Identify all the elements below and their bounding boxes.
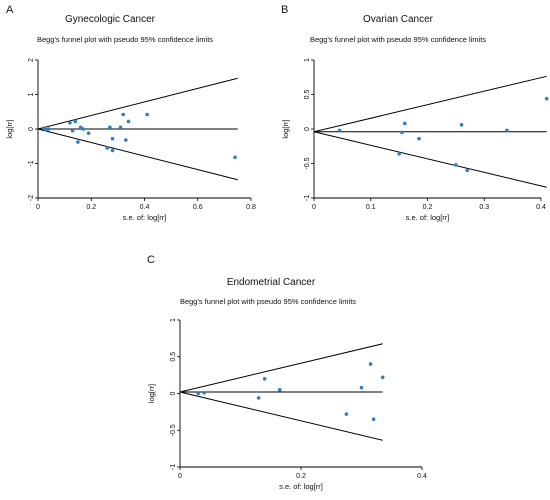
study-point [110, 148, 115, 153]
study-point [68, 120, 72, 125]
study-point [76, 140, 80, 144]
x-tick-label: 0.1 [366, 204, 376, 211]
study-point [417, 136, 421, 141]
x-tick-label: 0 [178, 473, 182, 480]
panel-letter: A [6, 4, 14, 16]
x-tick-label: 0.4 [536, 204, 546, 211]
upper-confidence-limit [179, 343, 383, 393]
study-point [46, 127, 51, 131]
upper-confidence-limit [313, 75, 547, 133]
panel-letter: B [281, 4, 288, 16]
study-point [359, 385, 364, 390]
study-point [124, 138, 128, 142]
lower-confidence-limit [37, 128, 238, 181]
y-tick-label: -1 [304, 195, 311, 201]
study-point [459, 123, 464, 127]
study-point [505, 128, 509, 133]
x-tick-label: 0.6 [193, 204, 203, 211]
study-point [454, 163, 458, 167]
study-point [262, 377, 267, 381]
panel-c: C Endometrial Cancer Begg's funnel plot wi… [147, 254, 427, 491]
study-point [380, 375, 385, 380]
panel-b: B Ovarian Cancer Begg's funnel plot with p… [281, 4, 549, 222]
panel-a: A Gynecologic Cancer Begg's funnel plot wi… [5, 4, 256, 222]
x-tick-label: 0.4 [417, 473, 427, 480]
study-point [202, 390, 206, 395]
y-axis-label: log[rr] [281, 119, 290, 138]
y-tick-label: -1 [28, 160, 35, 166]
study-point [108, 125, 112, 130]
study-point [400, 130, 404, 135]
y-tick-label: 1 [28, 92, 35, 96]
y-tick-label: 1 [170, 318, 177, 322]
x-axis-label: s.e. of: log[rr] [279, 482, 323, 491]
chart-subtitle: Begg's funnel plot with pseudo 95% confi… [310, 35, 486, 44]
y-axis-label: log[rr] [5, 119, 14, 138]
study-point [344, 412, 349, 416]
study-point [78, 125, 83, 130]
study-point [368, 362, 373, 366]
y-tick-label: -0.5 [304, 157, 311, 169]
y-tick-label: 0 [304, 127, 311, 131]
study-point [41, 126, 46, 131]
chart-title: Ovarian Cancer [363, 14, 434, 25]
study-point [544, 96, 549, 101]
study-point [278, 388, 282, 392]
study-point [337, 128, 342, 133]
x-axis-label: s.e. of: log[rr] [123, 213, 167, 222]
x-tick-label: 0.4 [140, 204, 150, 211]
x-axis-label: s.e. of: log[rr] [406, 213, 450, 222]
study-point [397, 152, 401, 156]
chart-title: Endometrial Cancer [227, 277, 316, 288]
lower-confidence-limit [179, 391, 383, 441]
study-point [110, 136, 115, 141]
study-point [118, 125, 123, 130]
study-point [465, 168, 470, 173]
y-tick-label: 0 [170, 391, 177, 395]
y-tick-label: 0.5 [304, 90, 311, 100]
study-point [145, 112, 149, 117]
y-tick-label: 0 [28, 127, 35, 131]
study-point [371, 417, 376, 422]
y-tick-label: 1 [304, 58, 311, 62]
study-point [121, 112, 125, 117]
study-point [233, 155, 237, 160]
study-point [403, 121, 407, 126]
study-point [81, 127, 86, 131]
y-tick-label: -2 [28, 195, 35, 201]
x-tick-label: 0 [36, 204, 40, 211]
upper-confidence-limit [37, 77, 238, 130]
x-tick-label: 0.3 [479, 204, 489, 211]
x-tick-label: 0.2 [86, 204, 96, 211]
study-point [86, 131, 91, 135]
panel-letter: C [147, 254, 155, 266]
chart-subtitle: Begg's funnel plot with pseudo 95% confi… [37, 35, 213, 44]
y-axis-label: log[rr] [147, 384, 156, 403]
chart-subtitle: Begg's funnel plot with pseudo 95% confi… [180, 297, 356, 306]
study-point [105, 146, 110, 150]
study-point [256, 396, 261, 400]
chart-title: Gynecologic Cancer [65, 14, 156, 25]
study-point [73, 119, 78, 124]
study-point [70, 128, 75, 133]
y-tick-label: 0.5 [170, 352, 177, 362]
y-tick-label: -0.5 [170, 424, 177, 436]
y-tick-label: -1 [170, 464, 177, 470]
study-point [126, 119, 131, 124]
y-tick-label: 2 [28, 58, 35, 62]
study-point [196, 391, 200, 396]
lower-confidence-limit [313, 131, 547, 188]
x-tick-label: 0.8 [246, 204, 256, 211]
x-tick-label: 0.2 [423, 204, 433, 211]
x-tick-label: 0 [312, 204, 316, 211]
x-tick-label: 0.2 [296, 473, 306, 480]
